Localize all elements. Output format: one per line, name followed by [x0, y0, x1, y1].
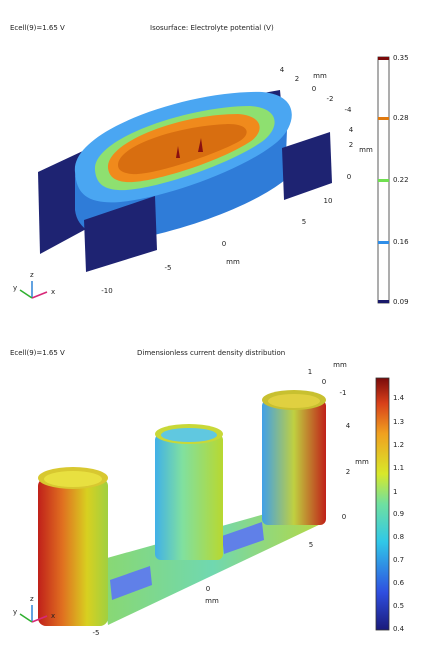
colorbar-tick-label: 1: [393, 488, 397, 496]
colorbar-tick-label: 0.9: [393, 510, 404, 518]
x-tick-label: 0: [206, 585, 210, 593]
y-tick-label: 4: [280, 66, 285, 74]
y-tick-label: -4: [345, 106, 353, 114]
z-tick-label: 0: [347, 173, 351, 181]
x-tick-label: 5: [309, 541, 313, 549]
triad-label: z: [30, 595, 34, 603]
colorbar-tick-label: 0.09: [393, 298, 409, 306]
triad-label: y: [13, 608, 17, 616]
x-tick-label: -5: [165, 264, 172, 272]
z-axis-unit: mm: [359, 146, 373, 154]
colorbar-tick-label: 0.4: [393, 625, 405, 633]
x-tick-label: 10: [324, 197, 333, 205]
x-tick-label: -10: [101, 287, 112, 295]
z-tick-label: 0: [342, 513, 346, 521]
x-tick-label: -5: [93, 629, 100, 637]
triads: [19, 281, 48, 623]
colorbar-tick-label: 1.4: [393, 394, 405, 402]
y-tick-label: -2: [327, 95, 334, 103]
panel-1-model: [38, 90, 332, 272]
colorbar-1: [377, 56, 390, 304]
y-axis-unit: mm: [333, 361, 347, 369]
colorbar-tick-label: 0.35: [393, 54, 409, 62]
plot-title: Isosurface: Electrolyte potential (V): [150, 24, 274, 32]
colorbar-tick-label: 0.16: [393, 238, 409, 246]
panel-2-model: [38, 390, 326, 626]
z-tick-label: 2: [349, 141, 353, 149]
colorbar-tick-label: 0.5: [393, 602, 404, 610]
colorbar-tick-label: 1.3: [393, 418, 404, 426]
z-axis-unit: mm: [355, 458, 369, 466]
plot-title: Dimensionless current density distributi…: [137, 349, 285, 357]
colorbar-tick-label: 0.7: [393, 556, 404, 564]
colorbar-tick-label: 0.22: [393, 176, 409, 184]
z-tick-label: 4: [346, 422, 351, 430]
z-tick-label: 4: [349, 126, 354, 134]
y-tick-label: -1: [340, 389, 347, 397]
triad-label: z: [30, 271, 34, 279]
colorbar-2: [375, 377, 390, 631]
x-axis-unit: mm: [226, 258, 240, 266]
triad-label: y: [13, 284, 17, 292]
triad-label: x: [51, 612, 55, 620]
x-tick-label: 0: [222, 240, 226, 248]
colorbar-tick-label: 0.8: [393, 533, 404, 541]
y-tick-label: 0: [322, 378, 326, 386]
x-axis-unit: mm: [205, 597, 219, 605]
z-tick-label: 2: [346, 468, 350, 476]
triad-label: x: [51, 288, 55, 296]
colorbar-tick-label: 0.28: [393, 114, 409, 122]
x-tick-label: 5: [302, 218, 306, 226]
y-tick-label: 2: [295, 75, 299, 83]
parameter-label: Ecell(9)=1.65 V: [10, 349, 65, 357]
colorbar-tick-label: 1.2: [393, 441, 404, 449]
y-tick-label: 0: [312, 85, 316, 93]
colorbar-tick-label: 1.1: [393, 464, 404, 472]
y-tick-label: 1: [308, 368, 312, 376]
parameter-label: Ecell(9)=1.65 V: [10, 24, 65, 32]
y-axis-unit: mm: [313, 72, 327, 80]
colorbar-tick-label: 0.6: [393, 579, 405, 587]
